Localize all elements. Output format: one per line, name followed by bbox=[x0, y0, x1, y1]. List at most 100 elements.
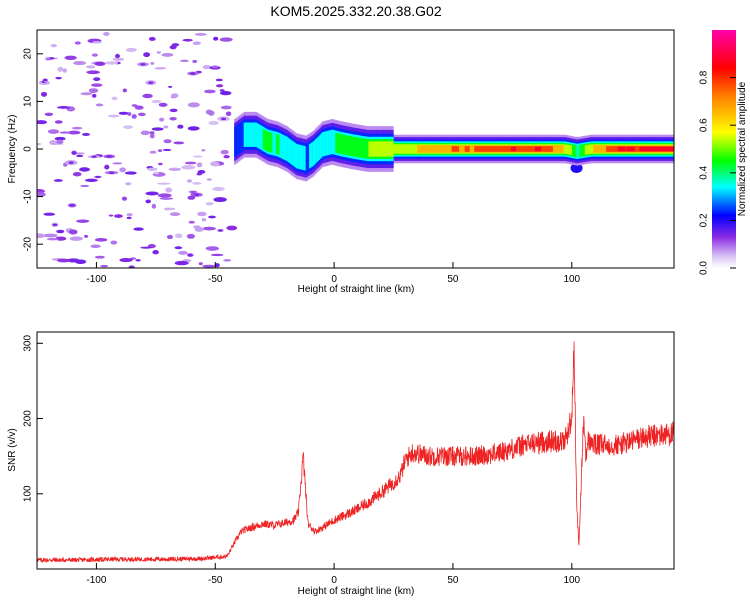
noise-core bbox=[148, 81, 154, 84]
signal-ridge-cell bbox=[417, 145, 419, 153]
signal-ridge-cell bbox=[311, 142, 313, 167]
signal-ridge-cell bbox=[319, 134, 322, 159]
noise-speckle bbox=[119, 167, 126, 173]
y-tick-label: 300 bbox=[23, 335, 34, 352]
signal-ridge-cell bbox=[252, 122, 254, 147]
signal-ridge-cell bbox=[662, 146, 664, 152]
signal-ridge-cell bbox=[368, 141, 370, 157]
signal-ridge-cell bbox=[532, 146, 534, 152]
signal-ridge-cell bbox=[307, 141, 310, 173]
noise-speckle bbox=[161, 52, 174, 57]
signal-ridge-cell bbox=[498, 146, 500, 152]
signal-ridge-cell bbox=[241, 121, 243, 152]
signal-ridge-cell bbox=[489, 146, 492, 152]
signal-ridge-cell bbox=[382, 141, 385, 157]
signal-ridge-cell bbox=[520, 146, 522, 152]
signal-ridge-cell bbox=[432, 145, 435, 153]
signal-ridge-cell bbox=[594, 145, 596, 153]
signal-ridge-cell bbox=[495, 146, 498, 152]
snr-y-ticks: 100 200 300 bbox=[23, 335, 43, 502]
signal-ridge-cell bbox=[446, 145, 449, 153]
signal-ridge-cell bbox=[654, 146, 657, 152]
noise-speckle bbox=[153, 171, 159, 175]
signal-ridge-cell bbox=[631, 146, 633, 152]
signal-ridge-cell bbox=[442, 145, 444, 153]
signal-ridge-cell bbox=[282, 135, 285, 160]
signal-ridge-cell bbox=[291, 140, 293, 165]
signal-ridge-cell bbox=[657, 146, 659, 152]
signal-ridge-cell bbox=[660, 146, 663, 152]
signal-ridge-cell bbox=[638, 146, 640, 152]
signal-ridge-cell bbox=[469, 145, 471, 153]
signal-ridge-cell bbox=[423, 145, 425, 153]
noise-speckle bbox=[205, 246, 220, 251]
signal-ridge-cell bbox=[550, 146, 552, 152]
signal-ridge-cell bbox=[381, 141, 383, 157]
signal-ridge-cell bbox=[566, 144, 569, 155]
noise-speckle bbox=[88, 88, 99, 94]
noise-speckle bbox=[220, 149, 229, 155]
noise-speckle bbox=[126, 213, 133, 217]
signal-ridge-cell bbox=[259, 124, 261, 150]
signal-ridge-cell bbox=[449, 145, 451, 153]
signal-ridge-cell bbox=[261, 126, 263, 151]
signal-ridge-cell bbox=[345, 135, 348, 156]
signal-ridge-cell bbox=[632, 146, 634, 152]
signal-ridge-cell bbox=[344, 135, 347, 155]
signal-ridge-cell bbox=[418, 145, 420, 153]
signal-ridge-cell bbox=[402, 144, 405, 154]
noise-speckle bbox=[147, 167, 158, 171]
noise-speckle bbox=[201, 149, 206, 152]
noise-core bbox=[106, 155, 112, 158]
signal-ridge-cell bbox=[356, 137, 358, 158]
signal-ridge-cell bbox=[317, 136, 319, 162]
noise-speckle bbox=[215, 84, 224, 88]
y-tick-label: 200 bbox=[23, 410, 34, 427]
colorbar-label: Normalized spectral amplitude bbox=[737, 81, 748, 216]
noise-speckle bbox=[66, 258, 80, 263]
signal-ridge-cell bbox=[640, 146, 643, 152]
noise-speckle bbox=[192, 59, 198, 64]
signal-ridge-cell bbox=[246, 122, 248, 147]
noise-speckle bbox=[71, 126, 83, 130]
noise-speckle bbox=[123, 125, 133, 129]
noise-speckle bbox=[157, 193, 172, 198]
noise-speckle bbox=[43, 212, 56, 216]
noise-speckle bbox=[37, 142, 42, 146]
noise-core bbox=[190, 72, 196, 75]
noise-speckle bbox=[149, 131, 155, 135]
signal-ridge-cell bbox=[587, 144, 589, 155]
spectrogram-y-ticks: -20 -10 0 10 20 bbox=[23, 48, 43, 251]
noise-speckle bbox=[85, 178, 98, 183]
signal-ridge-cell bbox=[314, 139, 317, 164]
signal-ridge-cell bbox=[298, 144, 300, 169]
signal-ridge-cell bbox=[509, 146, 512, 152]
noise-speckle bbox=[54, 120, 63, 124]
x-tick-label: -100 bbox=[86, 575, 106, 586]
noise-speckle bbox=[121, 196, 127, 201]
signal-ridge-cell bbox=[401, 144, 404, 154]
signal-ridge-cell bbox=[500, 146, 502, 152]
x-tick-label: -50 bbox=[208, 274, 223, 285]
noise-speckle bbox=[82, 132, 90, 136]
signal-ridge-cell bbox=[616, 146, 619, 152]
signal-ridge-cell bbox=[625, 146, 627, 152]
signal-ridge-cell bbox=[440, 145, 443, 153]
noise-core bbox=[149, 37, 155, 41]
signal-ridge-cell bbox=[626, 146, 628, 152]
noise-core bbox=[196, 172, 202, 176]
signal-ridge-cell bbox=[349, 136, 351, 156]
signal-ridge-cell bbox=[331, 129, 334, 155]
x-tick-label: 0 bbox=[331, 274, 337, 285]
signal-ridge-cell bbox=[565, 144, 568, 154]
signal-ridge-cell bbox=[492, 146, 494, 152]
signal-ridge-cell bbox=[387, 141, 389, 157]
signal-ridge-cell bbox=[656, 146, 658, 152]
noise-speckle bbox=[208, 110, 215, 116]
noise-speckle bbox=[156, 51, 162, 54]
signal-ridge-cell bbox=[474, 146, 476, 152]
noise-speckle bbox=[198, 262, 203, 266]
noise-speckle bbox=[151, 99, 162, 104]
noise-speckle bbox=[140, 130, 150, 136]
